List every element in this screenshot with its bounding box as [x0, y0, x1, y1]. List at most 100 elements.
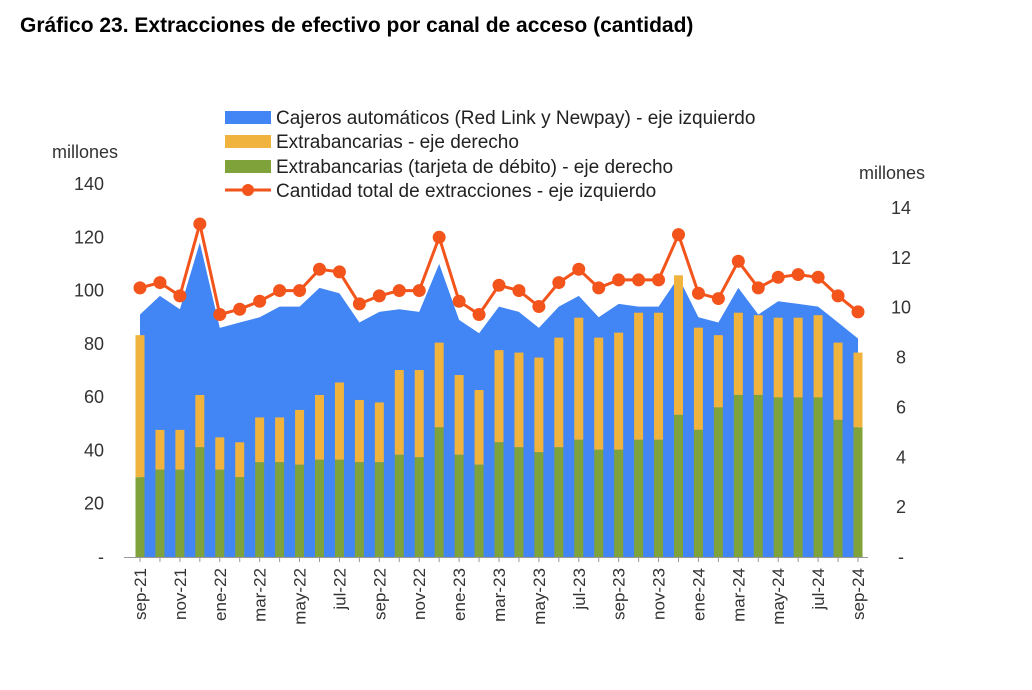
debito-bar-ene-23: [454, 454, 464, 557]
x-tick-label: jul-22: [330, 568, 349, 611]
legend-debito-label: Extrabancarias (tarjeta de débito) - eje…: [276, 157, 673, 178]
x-tick-label: sep-24: [849, 568, 868, 620]
x-tick-label: mar-22: [251, 568, 270, 622]
extrabancarias-bar-abr-23: [514, 352, 524, 448]
extrabancarias-bar-abr-22: [275, 417, 285, 463]
right-axis-tick: 14: [891, 198, 911, 218]
debito-bar-ago-23: [594, 449, 604, 557]
right-axis-tick: 6: [896, 397, 906, 417]
x-tick-label: ene-24: [689, 568, 708, 621]
total-point-may-24: [771, 270, 785, 284]
legend-extrabancarias-label: Extrabancarias - eje derecho: [276, 132, 519, 153]
debito-bar-ago-24: [833, 419, 843, 557]
extrabancarias-bar-mar-23: [494, 350, 504, 443]
legend: Cajeros automáticos (Red Link y Newpay) …: [225, 108, 755, 202]
debito-bar-may-24: [773, 397, 783, 557]
total-point-feb-22: [233, 302, 247, 316]
debito-bar-jul-24: [813, 397, 823, 557]
debito-bar-feb-24: [713, 407, 723, 557]
extrabancarias-bar-mar-24: [733, 312, 743, 395]
extrabancarias-bar-jun-24: [793, 317, 803, 398]
extrabancarias-bar-jul-22: [334, 382, 344, 460]
debito-bar-feb-22: [235, 477, 245, 557]
legend-total-marker: [242, 184, 254, 196]
extrabancarias-bar-feb-23: [474, 389, 484, 465]
total-point-mar-23: [492, 278, 506, 292]
x-tick-label: jul-24: [809, 568, 828, 611]
debito-bar-nov-23: [654, 439, 664, 557]
left-axis-tick: -: [98, 547, 104, 567]
debito-bar-dic-21: [195, 447, 205, 557]
total-point-ago-23: [592, 281, 606, 295]
debito-bar-sep-22: [374, 462, 384, 557]
debito-bar-ago-22: [354, 462, 364, 557]
total-point-nov-23: [652, 273, 666, 287]
chart-title: Gráfico 23. Extracciones de efectivo por…: [20, 14, 694, 37]
extrabancarias-bar-nov-22: [414, 370, 424, 458]
right-axis-tick: 4: [896, 447, 906, 467]
total-point-dic-22: [432, 230, 446, 244]
legend-cajeros-swatch: [225, 111, 271, 124]
plot-area: [133, 217, 865, 557]
debito-bar-dic-22: [434, 427, 444, 557]
total-point-sep-24: [851, 305, 865, 319]
right-axis-tick: 10: [891, 298, 911, 318]
debito-bar-sep-23: [614, 449, 624, 557]
extrabancarias-bar-ene-23: [454, 375, 464, 455]
extrabancarias-bar-jun-23: [554, 337, 564, 448]
x-tick-label: nov-21: [171, 568, 190, 620]
total-point-mar-22: [253, 294, 267, 308]
debito-bar-sep-21: [135, 477, 145, 557]
total-point-jun-23: [552, 276, 566, 290]
total-point-oct-22: [392, 284, 406, 298]
total-point-feb-24: [711, 292, 725, 306]
right-axis-unit: millones: [859, 163, 925, 183]
total-point-ene-22: [213, 308, 227, 322]
left-axis-tick: 100: [74, 281, 104, 301]
total-point-dic-23: [672, 228, 685, 242]
debito-bar-nov-22: [414, 457, 424, 557]
x-tick-label: ene-23: [450, 568, 469, 621]
extrabancarias-bar-dic-22: [434, 342, 444, 428]
x-tick-label: may-22: [291, 568, 310, 625]
x-tick-label: mar-24: [729, 568, 748, 622]
extrabancarias-bar-may-23: [534, 357, 544, 453]
debito-bar-jul-23: [574, 439, 584, 557]
total-point-abr-24: [751, 281, 765, 295]
extrabancarias-bar-sep-24: [853, 352, 863, 428]
extrabancarias-bar-dic-23: [674, 275, 683, 415]
debito-bar-jun-23: [554, 447, 564, 557]
left-axis-tick: 120: [74, 227, 104, 247]
total-point-sep-23: [612, 273, 626, 287]
debito-bar-ene-22: [215, 469, 225, 557]
x-tick-label: nov-23: [650, 568, 669, 620]
legend-cajeros-label: Cajeros automáticos (Red Link y Newpay) …: [276, 108, 755, 129]
debito-bar-jul-22: [334, 459, 344, 557]
x-tick-label: sep-23: [610, 568, 629, 620]
extrabancarias-bar-jul-23: [574, 317, 584, 440]
debito-bar-abr-22: [275, 462, 285, 557]
legend-extrabancarias-swatch: [225, 135, 271, 148]
extrabancarias-bar-may-22: [295, 409, 305, 465]
extrabancarias-bar-jun-22: [315, 394, 324, 460]
x-tick-label: nov-22: [410, 568, 429, 620]
extrabancarias-bar-ene-24: [693, 327, 703, 430]
total-point-oct-21: [153, 276, 167, 290]
total-point-ene-23: [452, 294, 466, 308]
total-point-nov-22: [412, 284, 426, 298]
extrabancarias-bar-oct-23: [634, 312, 644, 440]
total-point-dic-21: [193, 217, 207, 231]
x-tick-label: mar-23: [490, 568, 509, 622]
debito-bar-mar-23: [494, 442, 504, 557]
extrabancarias-bar-dic-21: [195, 394, 205, 448]
total-point-jun-24: [791, 268, 805, 282]
debito-bar-oct-22: [394, 454, 404, 557]
total-line: [139, 222, 859, 316]
debito-bar-oct-21: [155, 469, 165, 557]
x-tick-label: sep-22: [370, 568, 389, 620]
right-axis-tick: 12: [891, 248, 911, 268]
debito-bar-dic-23: [674, 414, 683, 557]
debito-bar-mar-24: [733, 394, 743, 557]
total-point-may-23: [532, 300, 546, 314]
